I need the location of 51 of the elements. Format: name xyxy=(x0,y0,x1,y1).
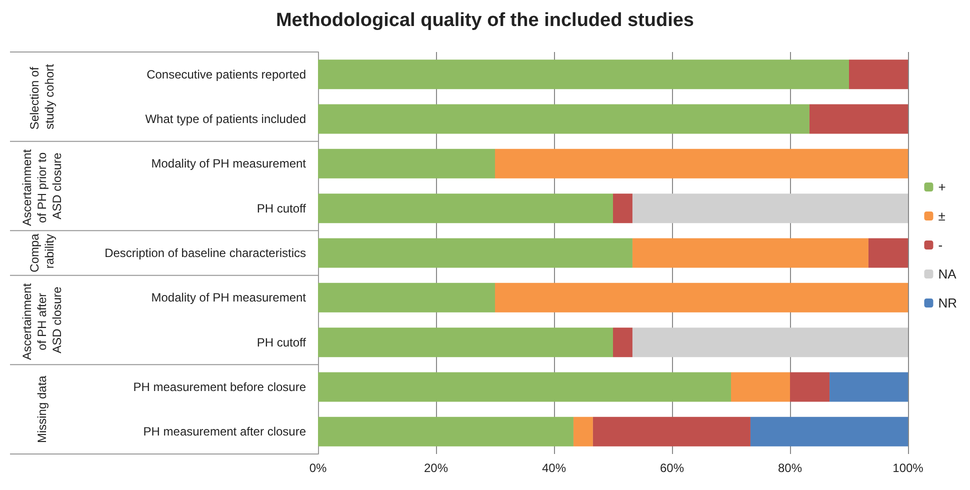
bar xyxy=(318,238,632,268)
bar xyxy=(830,372,908,402)
bar xyxy=(318,60,849,90)
text: Missing data xyxy=(35,375,49,444)
bar xyxy=(632,194,908,224)
x-tick-label: 60% xyxy=(660,461,684,475)
bar xyxy=(790,372,830,402)
bar xyxy=(318,282,495,312)
bar xyxy=(809,104,908,134)
bar xyxy=(495,148,908,178)
x-tick-label: 80% xyxy=(778,461,802,475)
bar xyxy=(495,282,908,312)
bar xyxy=(318,372,731,402)
y-tick-label: PH cutoff xyxy=(256,335,307,350)
y-tick-label: Consecutive patients reported xyxy=(146,67,306,82)
legend-label: - xyxy=(938,238,943,252)
x-tick-label: 0% xyxy=(309,461,327,475)
bar xyxy=(592,416,750,446)
bar xyxy=(849,60,908,90)
x-tick-label: 40% xyxy=(542,461,566,475)
x-tick-label: 20% xyxy=(424,461,448,475)
y-tick-label: What type of patients included xyxy=(145,112,306,126)
bar xyxy=(632,238,868,268)
y-tick-label: Modality of PH measurement xyxy=(151,290,307,305)
legend-label: + xyxy=(938,180,946,194)
bar xyxy=(868,238,908,268)
text: Compa rability xyxy=(28,233,56,272)
bar xyxy=(318,328,613,358)
y-tick-label: PH measurement after closure xyxy=(143,424,306,439)
bar xyxy=(613,194,632,224)
bar xyxy=(318,416,574,446)
text: Selection of study cohort xyxy=(28,63,56,130)
bar xyxy=(318,104,810,134)
legend-label: NA xyxy=(938,266,957,282)
bar xyxy=(613,328,632,358)
legend-label: NR xyxy=(938,296,958,310)
bar xyxy=(632,328,908,358)
legend-label: ± xyxy=(938,208,946,224)
text: Ascertainment of PH after ASD closure xyxy=(20,280,64,360)
y-tick-label: PH cutoff xyxy=(256,201,307,216)
text: Ascertainment of PH prior to ASD closure xyxy=(20,146,64,226)
bar xyxy=(731,372,790,402)
chart-title: Methodological quality of the included studies xyxy=(276,10,694,31)
x-tick-label: 100% xyxy=(892,461,924,475)
bar xyxy=(318,148,495,178)
bar xyxy=(573,416,593,446)
y-tick-label: Modality of PH measurement xyxy=(151,156,307,171)
bar xyxy=(750,416,908,446)
bar xyxy=(318,194,613,224)
y-tick-label: PH measurement before closure xyxy=(133,380,306,394)
y-tick-label: Description of baseline characteristics xyxy=(104,246,306,260)
